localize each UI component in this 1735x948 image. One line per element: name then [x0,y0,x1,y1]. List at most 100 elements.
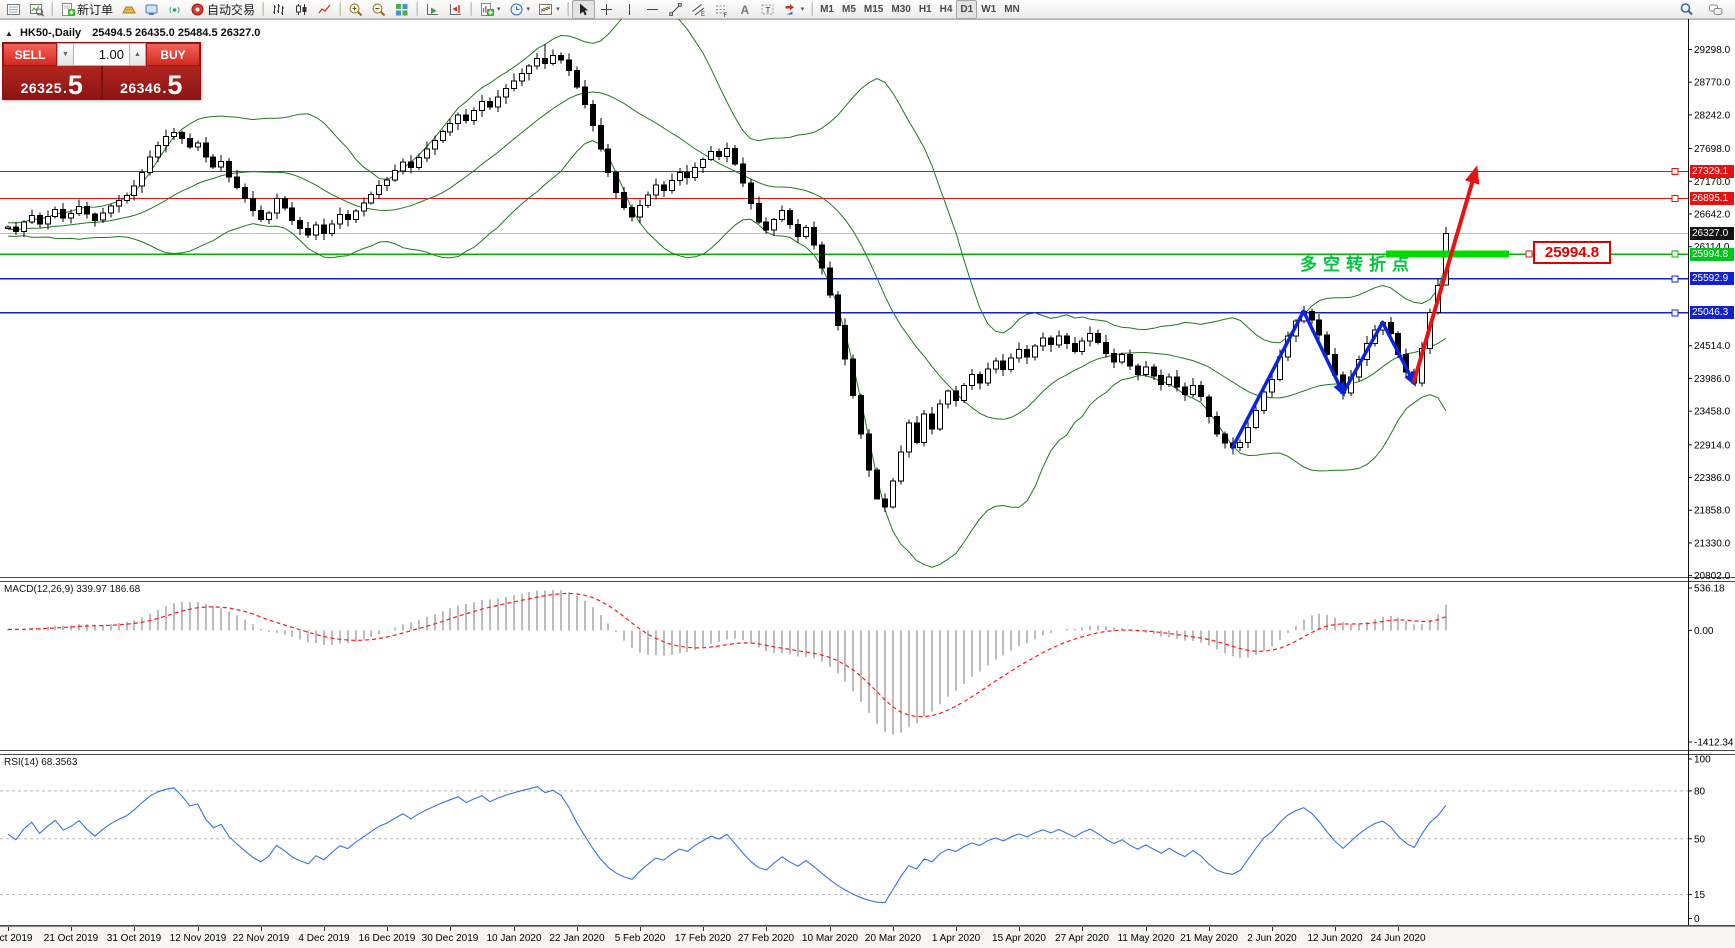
bar-chart-mode-button[interactable] [267,0,290,19]
text-label-tool-button[interactable]: T [756,0,779,19]
tf-h1-button[interactable]: H1 [915,0,936,19]
profiles-button[interactable]: ▾ [505,0,535,19]
price-badge: 25046.3 [1690,306,1734,319]
market-watch-button[interactable] [117,0,140,19]
zoom-out-button[interactable] [367,0,390,19]
cursor-button[interactable] [571,0,595,19]
candlestick-series [5,44,1449,512]
chevron-down-icon: ▾ [526,6,531,13]
date-label: 15 Apr 2020 [992,933,1046,944]
price-tick-label: 27170.0 [1694,177,1731,188]
chart-shift-button[interactable] [444,0,467,19]
chat-icon [1708,2,1723,17]
chart-ohlc-values: 25494.5 26435.0 25484.5 26327.0 [92,27,261,39]
sell-price[interactable]: 26325 . 5 [3,66,101,99]
horizontal-line-tool-button[interactable] [641,0,664,19]
arrows-tool-button[interactable]: ▾ [779,0,809,19]
arrows-tool-icon [783,2,798,17]
volume-up-button[interactable]: ▲ [129,43,146,66]
price-tick-label: 24514.0 [1694,341,1731,352]
tf-h4-button[interactable]: H4 [936,0,957,19]
tf-mn-button[interactable]: MN [1000,0,1024,19]
svg-text:T: T [765,5,770,14]
tf-m5-button[interactable]: M5 [838,0,860,19]
tf-m30-button[interactable]: M30 [887,0,914,19]
date-tick [1398,927,1399,931]
equidistant-channel-tool-button[interactable]: E [687,0,710,19]
chevron-down-icon: ▾ [800,6,805,13]
volume-stepper: ▼ 1.00 ▲ [57,43,146,66]
new-order-button[interactable]: 新订单 [56,0,117,19]
bar-chart-mode-icon [271,2,286,17]
rsi-series [0,786,1688,904]
buy-price[interactable]: 26346 . 5 [103,66,201,99]
candlestick-mode-icon [294,2,309,17]
macd-indicator-label: MACD(12,26,9) 339.97 186.68 [4,584,141,595]
one-click-trading-panel: SELL ▼ 1.00 ▲ BUY 26325 . 5 26346 . 5 [2,42,201,100]
toolbar-group-dropdowns: ▾ ▾ ▾ [475,0,564,18]
date-tick [387,927,388,931]
tile-windows-button[interactable] [390,0,413,19]
indicators-list-button[interactable]: ▾ [534,0,564,19]
buy-button[interactable]: BUY [146,43,200,66]
date-tick [703,927,704,931]
price-tick-label: 28242.0 [1694,110,1731,121]
price-badge: 27329.1 [1690,165,1734,178]
text-tool-button[interactable]: A [733,0,756,19]
new-chart-button[interactable]: ▾ [475,0,505,19]
blue-trend-arrow [1341,320,1385,395]
search-icon [1679,2,1694,17]
date-label: 24 Jun 2020 [1370,933,1426,944]
tf-w1-button[interactable]: W1 [977,0,1000,19]
toolbar-group-scroll [421,0,467,18]
date-tick [8,927,9,931]
note-anchor-handle [1525,250,1533,258]
tick-chart-button[interactable] [25,0,48,19]
turning-point-note[interactable]: 多空转折点 [1300,255,1415,274]
tf-d1-button[interactable]: D1 [956,0,978,19]
chevron-down-icon: ▾ [497,6,501,13]
signals-button[interactable] [163,0,186,19]
volume-input[interactable]: 1.00 [74,43,129,66]
collapse-icon[interactable]: ▲ [5,29,13,38]
price-divider [100,66,103,99]
trendline-tool-button[interactable] [664,0,687,19]
terminal-button[interactable] [140,0,163,19]
volume-down-button[interactable]: ▼ [57,43,74,66]
chart-window-button[interactable] [2,0,25,19]
date-tick [450,927,451,931]
fibonacci-tool-button[interactable]: F [710,0,733,19]
date-tick [956,927,957,931]
svg-text:E: E [701,12,705,17]
date-label: 17 Feb 2020 [674,933,732,944]
blue-trend-arrow [1380,320,1417,387]
chart-window-icon [6,2,21,17]
new-order-label: 新订单 [77,2,114,17]
line-chart-mode-button[interactable] [313,0,336,19]
quote-prices-row: 26325 . 5 26346 . 5 [3,66,200,99]
red-projection-arrow [1412,165,1480,383]
date-label: 31 Oct 2019 [106,933,162,944]
vertical-line-tool-button[interactable] [618,0,641,19]
date-label: 10 Jan 2020 [486,933,542,944]
auto-trading-label: 自动交易 [207,2,256,17]
search-button[interactable] [1675,0,1698,19]
date-tick [324,927,325,931]
tf-m15-button[interactable]: M15 [860,0,887,19]
candlestick-mode-button[interactable] [290,0,313,19]
sell-button[interactable]: SELL [3,43,57,66]
price-badge: 25592.9 [1690,272,1734,285]
crosshair-button[interactable] [595,0,618,19]
chat-button[interactable] [1704,0,1727,19]
price-note-box[interactable]: 25994.8 [1533,241,1611,264]
tf-m1-button[interactable]: M1 [816,0,838,19]
horizontal-line-tool-icon [645,2,660,17]
auto-trading-button[interactable]: 自动交易 [186,0,259,19]
blue-trend-arrow [1301,309,1345,397]
price-tick-label: 22386.0 [1694,473,1731,484]
auto-scroll-button[interactable] [421,0,444,19]
trend-arrow-objects[interactable] [1230,165,1533,450]
zoom-in-button[interactable] [344,0,367,19]
pane-frame [0,19,1735,926]
